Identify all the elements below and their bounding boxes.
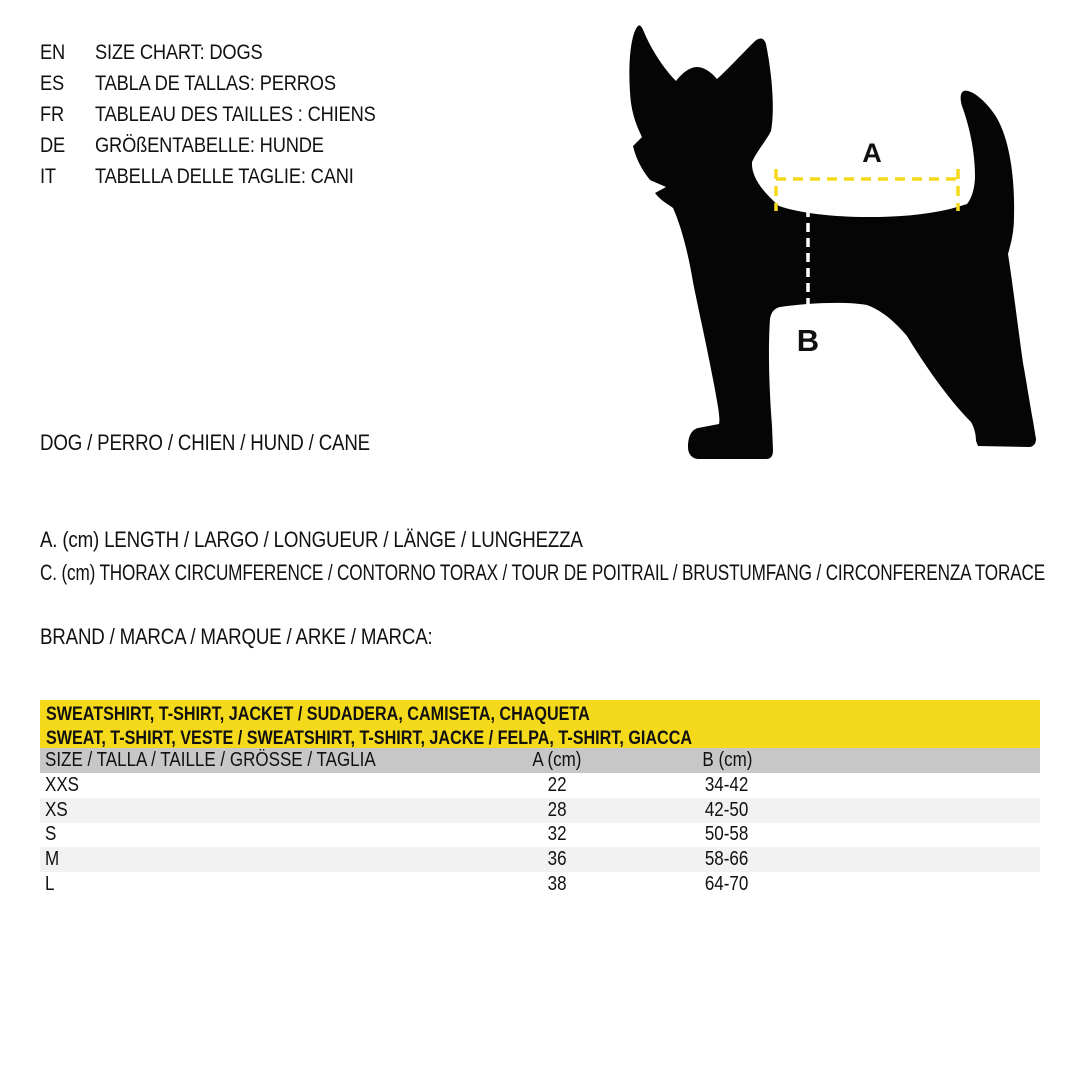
- measure-a-label: A: [862, 138, 882, 168]
- column-header-b: B (cm): [701, 749, 753, 771]
- a-cell: 22: [547, 773, 567, 796]
- table-row-xs: XS 28 42-50: [40, 797, 1040, 823]
- size-table-body: XXS 22 34-42 XS 28 42-50 S 32 50-58 M 36…: [40, 773, 1040, 897]
- dog-measurement-figure: A B: [620, 20, 1065, 470]
- title-text: TABLEAU DES TAILLES : CHIENS: [95, 102, 376, 126]
- title-row-fr: FR TABLEAU DES TAILLES : CHIENS: [40, 99, 600, 130]
- lang-code: IT: [40, 164, 56, 188]
- legend-length: A. (cm) LENGTH / LARGO / LONGUEUR / LÄNG…: [40, 527, 583, 552]
- size-cell: M: [45, 848, 60, 871]
- title-row-de: DE GRÖßENTABELLE: HUNDE: [40, 130, 600, 161]
- column-header-size: SIZE / TALLA / TAILLE / GRÖSSE / TAGLIA: [45, 749, 376, 771]
- size-cell: L: [45, 873, 55, 896]
- brand-label: BRAND / MARCA / MARQUE / ARKE / MARCA:: [40, 624, 433, 649]
- title-row-it: IT TABELLA DELLE TAGLIE: CANI: [40, 161, 600, 192]
- a-cell: 32: [547, 823, 567, 846]
- language-title-block: EN SIZE CHART: DOGS ES TABLA DE TALLAS: …: [40, 37, 600, 192]
- size-cell: XXS: [45, 773, 80, 796]
- title-row-es: ES TABLA DE TALLAS: PERROS: [40, 68, 600, 99]
- legend-thorax: C. (cm) THORAX CIRCUMFERENCE / CONTORNO …: [40, 560, 1046, 585]
- b-cell: 58-66: [705, 848, 749, 871]
- size-cell: S: [45, 823, 57, 846]
- b-cell: 50-58: [705, 823, 749, 846]
- title-text: TABLA DE TALLAS: PERROS: [95, 71, 336, 95]
- dog-silhouette-icon: A B: [629, 25, 1036, 460]
- banner-line-1: SWEATSHIRT, T-SHIRT, JACKET / SUDADERA, …: [46, 704, 590, 725]
- b-cell: 42-50: [705, 798, 749, 821]
- a-cell: 38: [547, 873, 567, 896]
- table-header-row: SIZE / TALLA / TAILLE / GRÖSSE / TAGLIA …: [40, 748, 1040, 773]
- table-row-l: L 38 64-70: [40, 872, 1040, 897]
- banner-line-2: SWEAT, T-SHIRT, VESTE / SWEATSHIRT, T-SH…: [46, 728, 693, 749]
- table-row-xxs: XXS 22 34-42: [40, 773, 1040, 798]
- lang-code: DE: [40, 133, 66, 157]
- title-text: GRÖßENTABELLE: HUNDE: [95, 133, 324, 157]
- title-text: TABELLA DELLE TAGLIE: CANI: [95, 164, 354, 188]
- measure-b-label: B: [797, 323, 819, 358]
- a-cell: 28: [547, 798, 567, 821]
- table-row-s: S 32 50-58: [40, 822, 1040, 848]
- b-cell: 34-42: [705, 773, 749, 796]
- dog-caption: DOG / PERRO / CHIEN / HUND / CANE: [40, 430, 370, 455]
- column-header-a: A (cm): [532, 749, 582, 771]
- title-row-en: EN SIZE CHART: DOGS: [40, 37, 600, 68]
- title-text: SIZE CHART: DOGS: [95, 40, 263, 64]
- dog-silhouette-path: [629, 25, 1036, 460]
- a-cell: 36: [547, 848, 567, 871]
- lang-code: FR: [40, 102, 65, 126]
- b-cell: 64-70: [705, 873, 749, 896]
- measure-a-line: [774, 169, 960, 211]
- table-row-m: M 36 58-66: [40, 847, 1040, 873]
- size-cell: XS: [45, 798, 68, 821]
- lang-code: ES: [40, 71, 65, 95]
- lang-code: EN: [40, 40, 66, 64]
- category-banner: SWEATSHIRT, T-SHIRT, JACKET / SUDADERA, …: [40, 700, 1040, 749]
